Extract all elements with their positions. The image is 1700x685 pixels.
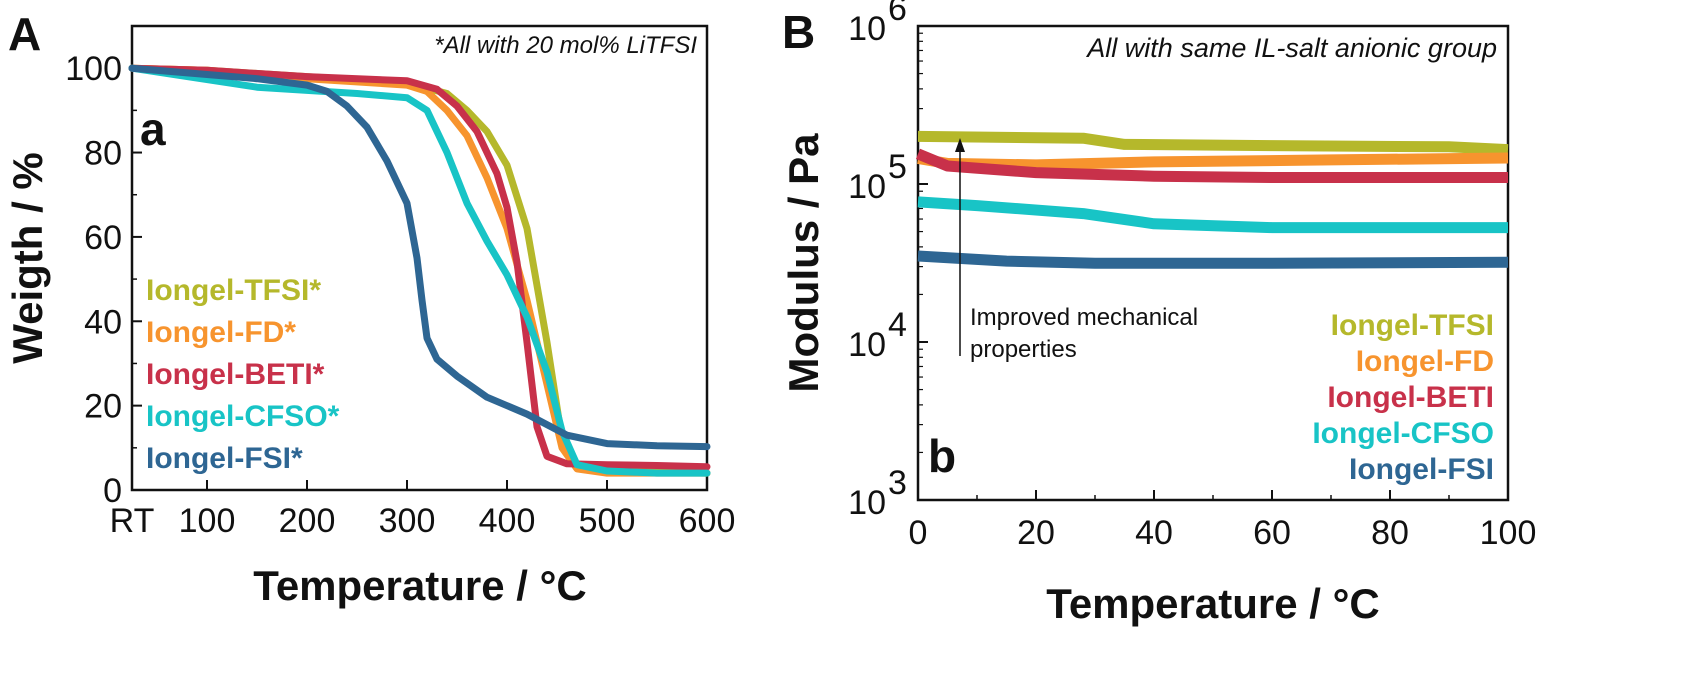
series-group-b [915, 130, 1509, 269]
y-tick-label-a: 40 [84, 303, 122, 341]
series-line-b-3 [917, 196, 1508, 234]
y-tick-label-a: 20 [84, 388, 122, 426]
legend-entry-b: Iongel-CFSO [1312, 417, 1494, 450]
legend-entry-b: Iongel-TFSI [1331, 309, 1494, 342]
panel-b-letter: B [782, 6, 815, 58]
x-axis-label-b: Temperature / °C [1046, 580, 1379, 627]
y-tick-label-b: 10 [848, 10, 886, 48]
legend-entry-b: Iongel-FSI [1349, 453, 1494, 486]
x-axis-label-a: Temperature / °C [253, 562, 586, 609]
y-tick-label-b: 10 [848, 326, 886, 364]
panel-letter-b: b [928, 430, 956, 482]
x-tick-label-a: 200 [279, 502, 336, 540]
series-group-a [128, 64, 711, 477]
x-tick-label-b: 0 [909, 514, 928, 552]
legend-a: Iongel-TFSI* Iongel-FD* Iongel-BETI* Iongel… [146, 274, 340, 475]
arrow-text-line-2: properties [970, 336, 1077, 363]
panel-letter-a: a [140, 103, 166, 155]
arrow-head [955, 138, 965, 152]
legend-entry-a: Iongel-CFSO* [146, 400, 340, 433]
x-tick-label-b: 20 [1017, 514, 1055, 552]
y-tick-exponent-b: 4 [888, 306, 907, 344]
plot-frame-a [130, 24, 709, 492]
series-line-a-4 [128, 64, 711, 451]
x-tick-label-b: 100 [1480, 514, 1537, 552]
series-line-b-2 [915, 148, 1508, 183]
y-tick-exponent-b: 6 [888, 0, 907, 28]
y-tick-label-a: 0 [103, 472, 122, 510]
series-line-b-4 [917, 250, 1509, 269]
axis-ticks-a: RT 100 200 300 400 500 600 0 20 40 60 80 100 [65, 50, 735, 540]
y-tick-label-b: 10 [848, 168, 886, 206]
x-tick-label-b: 80 [1371, 514, 1409, 552]
y-tick-exponent-b: 5 [888, 148, 907, 186]
annotation-a: *All with 20 mol% LiTFSI [434, 32, 697, 59]
x-tick-label-a: 400 [479, 502, 536, 540]
legend-entry-a: Iongel-TFSI* [146, 274, 321, 307]
y-axis-label-a: Weigth / % [4, 152, 51, 364]
series-line-b-0 [917, 130, 1509, 156]
x-tick-label-b: 40 [1135, 514, 1173, 552]
legend-entry-a: Iongel-FD* [146, 316, 296, 349]
y-tick-exponent-b: 3 [888, 464, 907, 502]
panel-a-letter: A [8, 8, 41, 60]
x-tick-label-a: 500 [579, 502, 636, 540]
y-tick-label-a: 60 [84, 219, 122, 257]
improvement-arrow: Improved mechanical properties [955, 138, 1198, 363]
x-tick-label-a: 300 [379, 502, 436, 540]
legend-b: Iongel-TFSIIongel-FDIongel-BETIIongel-CF… [1312, 309, 1494, 486]
arrow-text-line-1: Improved mechanical [970, 304, 1198, 331]
panel-a: A RT 100 200 300 400 500 600 0 20 40 60 80 100 *All … [4, 8, 735, 609]
legend-entry-a: Iongel-BETI* [146, 358, 325, 391]
y-tick-label-b: 10 [848, 484, 886, 522]
legend-entry-b: Iongel-BETI [1327, 381, 1494, 414]
y-axis-label-b: Modulus / Pa [780, 133, 827, 393]
legend-entry-a: Iongel-FSI* [146, 442, 303, 475]
y-tick-label-a: 100 [65, 50, 122, 88]
annotation-b: All with same IL-salt anionic group [1085, 33, 1497, 63]
y-tick-label-a: 80 [84, 135, 122, 173]
x-tick-label-a: 100 [179, 502, 236, 540]
x-tick-label-a: RT [110, 502, 155, 540]
x-tick-label-a: 600 [679, 502, 736, 540]
legend-entry-b: Iongel-FD [1356, 345, 1494, 378]
series-line-b-1 [917, 152, 1509, 171]
x-tick-label-b: 60 [1253, 514, 1291, 552]
